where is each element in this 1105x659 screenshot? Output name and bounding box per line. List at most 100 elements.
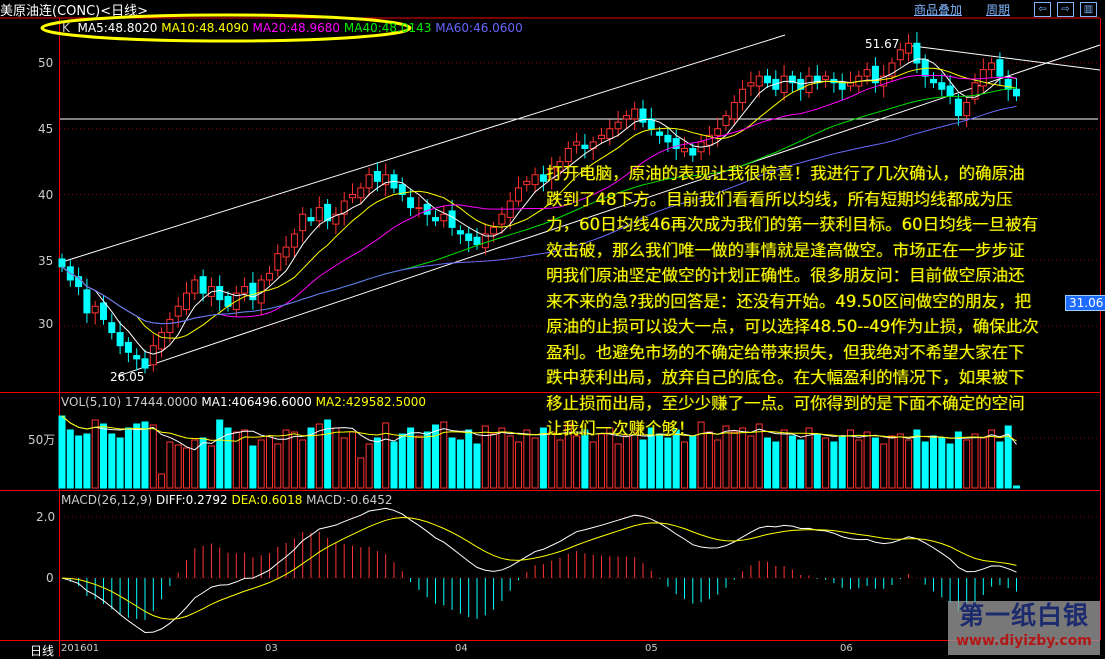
candle bbox=[539, 174, 547, 182]
watermark-name: 第一纸白银 bbox=[958, 601, 1089, 630]
volume-bar bbox=[573, 435, 581, 489]
volume-bar bbox=[266, 435, 273, 489]
candle bbox=[423, 203, 431, 215]
volume-bar bbox=[166, 441, 174, 489]
volume-bar bbox=[913, 429, 921, 489]
vol-ma1-line bbox=[61, 415, 1017, 451]
volume-bar bbox=[191, 439, 199, 489]
candle bbox=[963, 101, 971, 117]
candle bbox=[614, 121, 622, 130]
candle bbox=[307, 217, 315, 222]
candle bbox=[456, 230, 464, 235]
candle bbox=[149, 345, 157, 366]
volume-bar bbox=[199, 437, 207, 489]
candle bbox=[440, 213, 448, 222]
layout-icon[interactable]: ▥ bbox=[1080, 2, 1097, 17]
volume-bar bbox=[564, 423, 572, 489]
date-tick: 05 bbox=[645, 643, 658, 654]
commentary-line: 原油的止损可以设大一点，可以选择48.50--49作为止损，确保此次 bbox=[546, 317, 1039, 336]
volume-bar bbox=[382, 422, 390, 489]
volume-bar bbox=[91, 419, 99, 489]
macd-value-label: MACD:-0.6452 bbox=[306, 493, 393, 507]
overlay-commodity-link[interactable]: 商品叠加 bbox=[913, 3, 962, 17]
candle bbox=[523, 180, 531, 186]
volume-bar bbox=[971, 433, 979, 489]
candle bbox=[216, 286, 224, 301]
candle bbox=[689, 147, 697, 156]
commentary-text: 打开电脑，原油的表现让我很惊喜！我进行了几次确认，的确原油 跌到了48下方。目前我… bbox=[546, 161, 1105, 442]
ma10-label: MA10:48.4090 bbox=[161, 21, 249, 35]
candle bbox=[365, 174, 373, 189]
volume-bar bbox=[83, 433, 91, 489]
volume-bar bbox=[996, 441, 1004, 489]
candle bbox=[299, 213, 307, 232]
candle bbox=[606, 128, 614, 140]
upper-channel-line bbox=[61, 34, 786, 263]
volume-bar bbox=[855, 439, 863, 489]
volume-bar bbox=[398, 433, 406, 489]
period-link[interactable]: 周期 bbox=[985, 3, 1010, 17]
volume-bar bbox=[772, 441, 780, 489]
candle bbox=[598, 134, 605, 140]
macd-tick: 2.0 bbox=[36, 510, 56, 524]
volume-bar bbox=[681, 441, 688, 489]
ma60-line bbox=[61, 105, 1017, 325]
volume-bar bbox=[606, 427, 614, 489]
candle bbox=[58, 258, 66, 268]
candle bbox=[415, 207, 423, 210]
candle bbox=[531, 174, 539, 186]
candle bbox=[324, 203, 332, 222]
volume-bar bbox=[847, 429, 854, 489]
macd-name: MACD(26,12,9) bbox=[61, 493, 153, 507]
candle bbox=[274, 253, 282, 271]
candle bbox=[481, 233, 489, 249]
volume-bar bbox=[871, 437, 879, 489]
volume-bar bbox=[415, 435, 423, 489]
volume-bar bbox=[523, 429, 531, 489]
candle bbox=[913, 42, 921, 64]
date-tick: 04 bbox=[455, 643, 468, 654]
candle bbox=[631, 108, 639, 120]
arrow-left-icon[interactable]: ⇦ bbox=[1034, 2, 1051, 17]
volume-bar bbox=[124, 427, 132, 489]
volume-bar bbox=[656, 433, 664, 489]
volume-bar bbox=[639, 439, 647, 489]
volume-bar bbox=[440, 421, 448, 489]
ma60-label: MA60:46.0600 bbox=[435, 21, 523, 35]
candle bbox=[714, 128, 722, 136]
candle bbox=[905, 42, 913, 54]
candle bbox=[838, 82, 846, 90]
macd-legend: MACD(26,12,9) DIFF:0.2792 DEA:0.6018 MAC… bbox=[61, 493, 393, 507]
lower-channel-line bbox=[117, 44, 1101, 377]
volume-bar bbox=[465, 429, 473, 489]
candle bbox=[116, 332, 124, 347]
candle bbox=[764, 75, 771, 84]
volume-bar bbox=[539, 427, 547, 489]
candle bbox=[290, 233, 298, 248]
candle bbox=[133, 355, 141, 360]
volume-bar bbox=[224, 427, 232, 489]
candle bbox=[266, 272, 273, 281]
candle bbox=[515, 187, 522, 202]
price-tick: 45 bbox=[38, 122, 54, 136]
candle bbox=[91, 305, 99, 314]
volume-bar bbox=[407, 427, 415, 489]
volume-bar bbox=[490, 433, 498, 489]
candle bbox=[282, 246, 290, 258]
arrow-right-icon[interactable]: ⇨ bbox=[1057, 2, 1074, 17]
vol-ma1-label: MA1:406496.6000 bbox=[201, 395, 312, 409]
candle bbox=[747, 82, 755, 87]
volume-bar bbox=[365, 443, 373, 489]
volume-bar bbox=[332, 427, 340, 489]
volume-bar bbox=[822, 437, 830, 489]
commentary-line: 效击破，那么我们唯一做的事情就是逢高做空。市场正在一步步证 bbox=[546, 240, 1025, 260]
price-tick: 30 bbox=[38, 317, 54, 331]
volume-bar bbox=[75, 435, 83, 489]
volume-bar bbox=[764, 437, 771, 489]
candle bbox=[930, 78, 937, 84]
volume-bar bbox=[349, 431, 356, 489]
volume-bar bbox=[589, 441, 597, 489]
candle bbox=[647, 118, 655, 130]
candle bbox=[349, 194, 356, 199]
